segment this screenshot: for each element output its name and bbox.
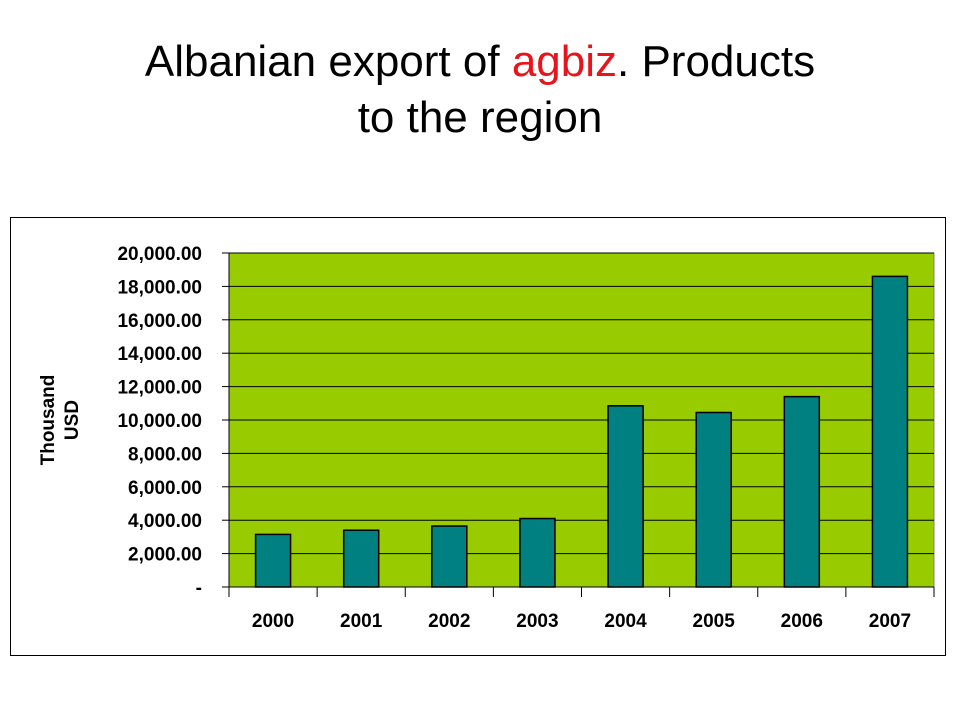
x-tick-label: 2004 [604,611,647,632]
bar-2004 [607,405,644,588]
y-tick-label: - [196,578,202,599]
title-text-end: . Products [617,37,816,86]
x-tick-label: 2002 [428,611,470,632]
y-tick-label: 8,000.00 [128,444,202,465]
title-highlight: agbiz [511,37,617,86]
y-tick-label: 20,000.00 [117,244,202,265]
y-tick-label: 10,000.00 [117,411,202,432]
x-tick-label: 2007 [869,611,911,632]
y-tick-label: 18,000.00 [117,277,202,298]
bar-2007 [871,275,909,588]
bar-2002 [431,525,468,588]
bar-2003 [519,517,556,588]
title-line-2: to the region [357,93,603,142]
title-line-1: Albanian export of agbiz. Products [0,34,960,90]
y-tick-label: 14,000.00 [117,344,202,365]
y-tick-label: 2,000.00 [128,545,202,566]
x-tick-label: 2003 [516,611,558,632]
y-axis-title-line-2: USD [62,400,83,440]
y-tick-labels: - 2,000.00 4,000.00 6,000.00 8,000.00 10,000.… [117,244,202,599]
y-tick-label: 16,000.00 [117,311,202,332]
x-tick-label: 2006 [781,611,823,632]
y-tick-label: 6,000.00 [128,478,202,499]
slide-title: Albanian export of agbiz. Products to th… [0,34,960,146]
axes [222,252,935,597]
bar-2005 [695,411,732,588]
bars [254,275,909,588]
bar-2006 [783,395,821,588]
x-tick-label: 2000 [252,611,294,632]
x-tick-label: 2001 [340,611,383,632]
title-text-start: Albanian export of [144,37,512,86]
x-tick-labels: 2000 2001 2002 2003 2004 2005 2006 2007 [252,611,911,632]
y-tick-label: 4,000.00 [128,511,202,532]
bar-2000 [254,533,292,588]
y-tick-label: 12,000.00 [117,378,202,399]
bar-2001 [342,529,380,588]
y-axis-title-line-1: Thousand [38,375,59,466]
x-tick-label: 2005 [693,611,736,632]
